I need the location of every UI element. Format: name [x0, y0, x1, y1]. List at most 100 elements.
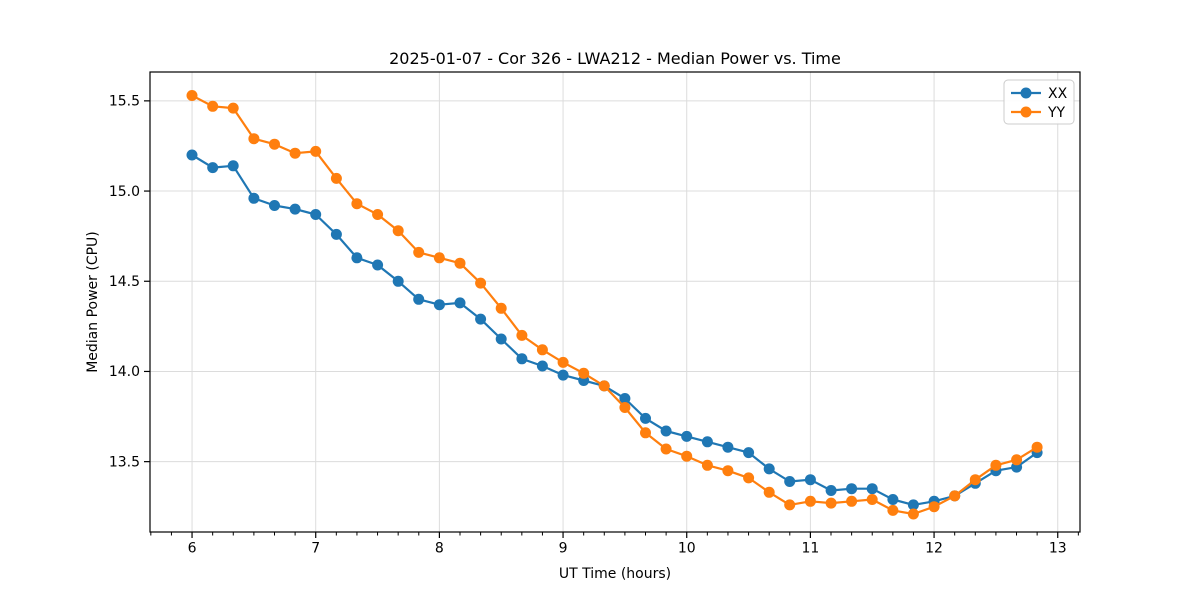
x-tick-labels: 6 7 8 9 10 11 12 13: [188, 541, 1067, 557]
data-point-YY: [330, 172, 342, 184]
data-point-XX: [536, 360, 548, 372]
y-tick-label: 15.5: [109, 94, 140, 110]
data-point-XX: [866, 483, 878, 495]
data-point-YY: [372, 209, 384, 220]
data-point-XX: [289, 203, 301, 215]
data-point-XX: [557, 369, 569, 381]
data-point-XX: [763, 463, 775, 475]
data-point-YY: [990, 459, 1002, 471]
data-point-YY: [207, 100, 219, 112]
data-point-YY: [887, 504, 899, 516]
data-point-XX: [804, 474, 816, 486]
data-point-YY: [433, 252, 445, 264]
series-line-XX: [190, 153, 1039, 506]
plot-border: [149, 71, 1081, 533]
data-point-XX: [640, 412, 651, 424]
y-axis-label: Median Power (CPU): [85, 231, 101, 373]
data-point-YY: [310, 145, 322, 157]
data-point-YY: [784, 499, 796, 511]
data-point-YY: [269, 138, 280, 150]
data-point-XX: [330, 228, 342, 240]
data-point-XX: [825, 485, 837, 496]
data-point-YY: [660, 443, 672, 455]
data-point-YY: [289, 147, 301, 159]
data-point-XX: [351, 252, 363, 264]
data-point-YY: [495, 302, 507, 314]
legend-label-yy: YY: [1047, 105, 1066, 121]
series-YY: [186, 90, 1043, 520]
data-point-XX: [269, 200, 280, 211]
y-tick-label: 14.5: [109, 274, 140, 290]
data-point-XX: [454, 297, 466, 309]
data-point-XX: [310, 209, 322, 220]
data-point-XX: [784, 476, 796, 487]
x-tick-label: 13: [1049, 541, 1067, 557]
data-point-XX: [846, 483, 858, 495]
data-point-YY: [722, 465, 734, 477]
data-point-YY: [557, 356, 569, 368]
data-point-XX: [413, 293, 425, 305]
x-tick-label: 9: [559, 541, 568, 557]
x-tick-label: 7: [311, 541, 320, 557]
x-tick-label: 10: [678, 541, 696, 557]
y-tick-label: 13.5: [109, 454, 140, 470]
gridlines: [150, 72, 1080, 532]
data-point-YY: [846, 495, 858, 507]
data-series: [186, 90, 1043, 520]
series-line-YY: [190, 94, 1039, 516]
data-point-XX: [516, 353, 528, 365]
data-point-YY: [640, 427, 651, 439]
data-point-YY: [619, 402, 631, 413]
data-point-XX: [248, 192, 260, 204]
data-point-YY: [949, 490, 961, 502]
data-point-XX: [660, 425, 672, 437]
data-point-XX: [619, 393, 631, 404]
data-point-XX: [372, 259, 384, 271]
data-point-XX: [681, 430, 693, 442]
data-point-YY: [413, 246, 425, 258]
legend-marker-xx: [1020, 87, 1032, 99]
data-point-YY: [516, 329, 528, 341]
data-point-XX: [207, 162, 219, 174]
y-tick-labels: 13.5 14.0 14.5 15.0 15.5: [109, 94, 140, 471]
legend-item-yy: YY: [1011, 105, 1066, 121]
data-point-YY: [804, 495, 816, 507]
legend-label-xx: XX: [1048, 86, 1068, 102]
data-point-YY: [763, 486, 775, 498]
data-point-YY: [392, 225, 404, 237]
data-point-YY: [928, 501, 940, 513]
data-point-YY: [248, 133, 260, 145]
x-tick-label: 11: [801, 541, 819, 557]
data-point-YY: [475, 277, 487, 289]
data-point-XX: [186, 149, 198, 161]
data-point-YY: [743, 472, 755, 484]
data-point-YY: [1011, 454, 1023, 466]
data-point-YY: [825, 497, 837, 509]
data-point-YY: [536, 344, 548, 356]
axis-ticks: [144, 100, 1079, 538]
data-point-XX: [475, 313, 487, 325]
data-point-YY: [578, 367, 590, 379]
data-point-XX: [433, 299, 445, 311]
data-point-YY: [969, 474, 981, 486]
data-point-YY: [351, 198, 363, 210]
data-point-XX: [227, 160, 239, 172]
x-tick-label: 8: [435, 541, 444, 557]
data-point-XX: [887, 494, 899, 505]
data-point-YY: [701, 459, 713, 471]
y-tick-label: 14.0: [109, 364, 140, 380]
legend: XX YY: [1003, 79, 1075, 125]
x-axis-label: UT Time (hours): [559, 566, 671, 582]
data-point-XX: [907, 499, 919, 511]
chart-title: 2025-01-07 - Cor 326 - LWA212 - Median P…: [389, 49, 841, 68]
data-point-XX: [743, 447, 755, 459]
x-tick-label: 6: [188, 541, 197, 557]
data-point-XX: [701, 436, 713, 448]
data-point-YY: [227, 102, 239, 114]
data-point-YY: [186, 90, 198, 101]
y-tick-label: 15.0: [109, 184, 140, 200]
data-point-YY: [866, 494, 878, 505]
legend-marker-yy: [1020, 106, 1032, 118]
x-tick-label: 12: [925, 541, 943, 557]
